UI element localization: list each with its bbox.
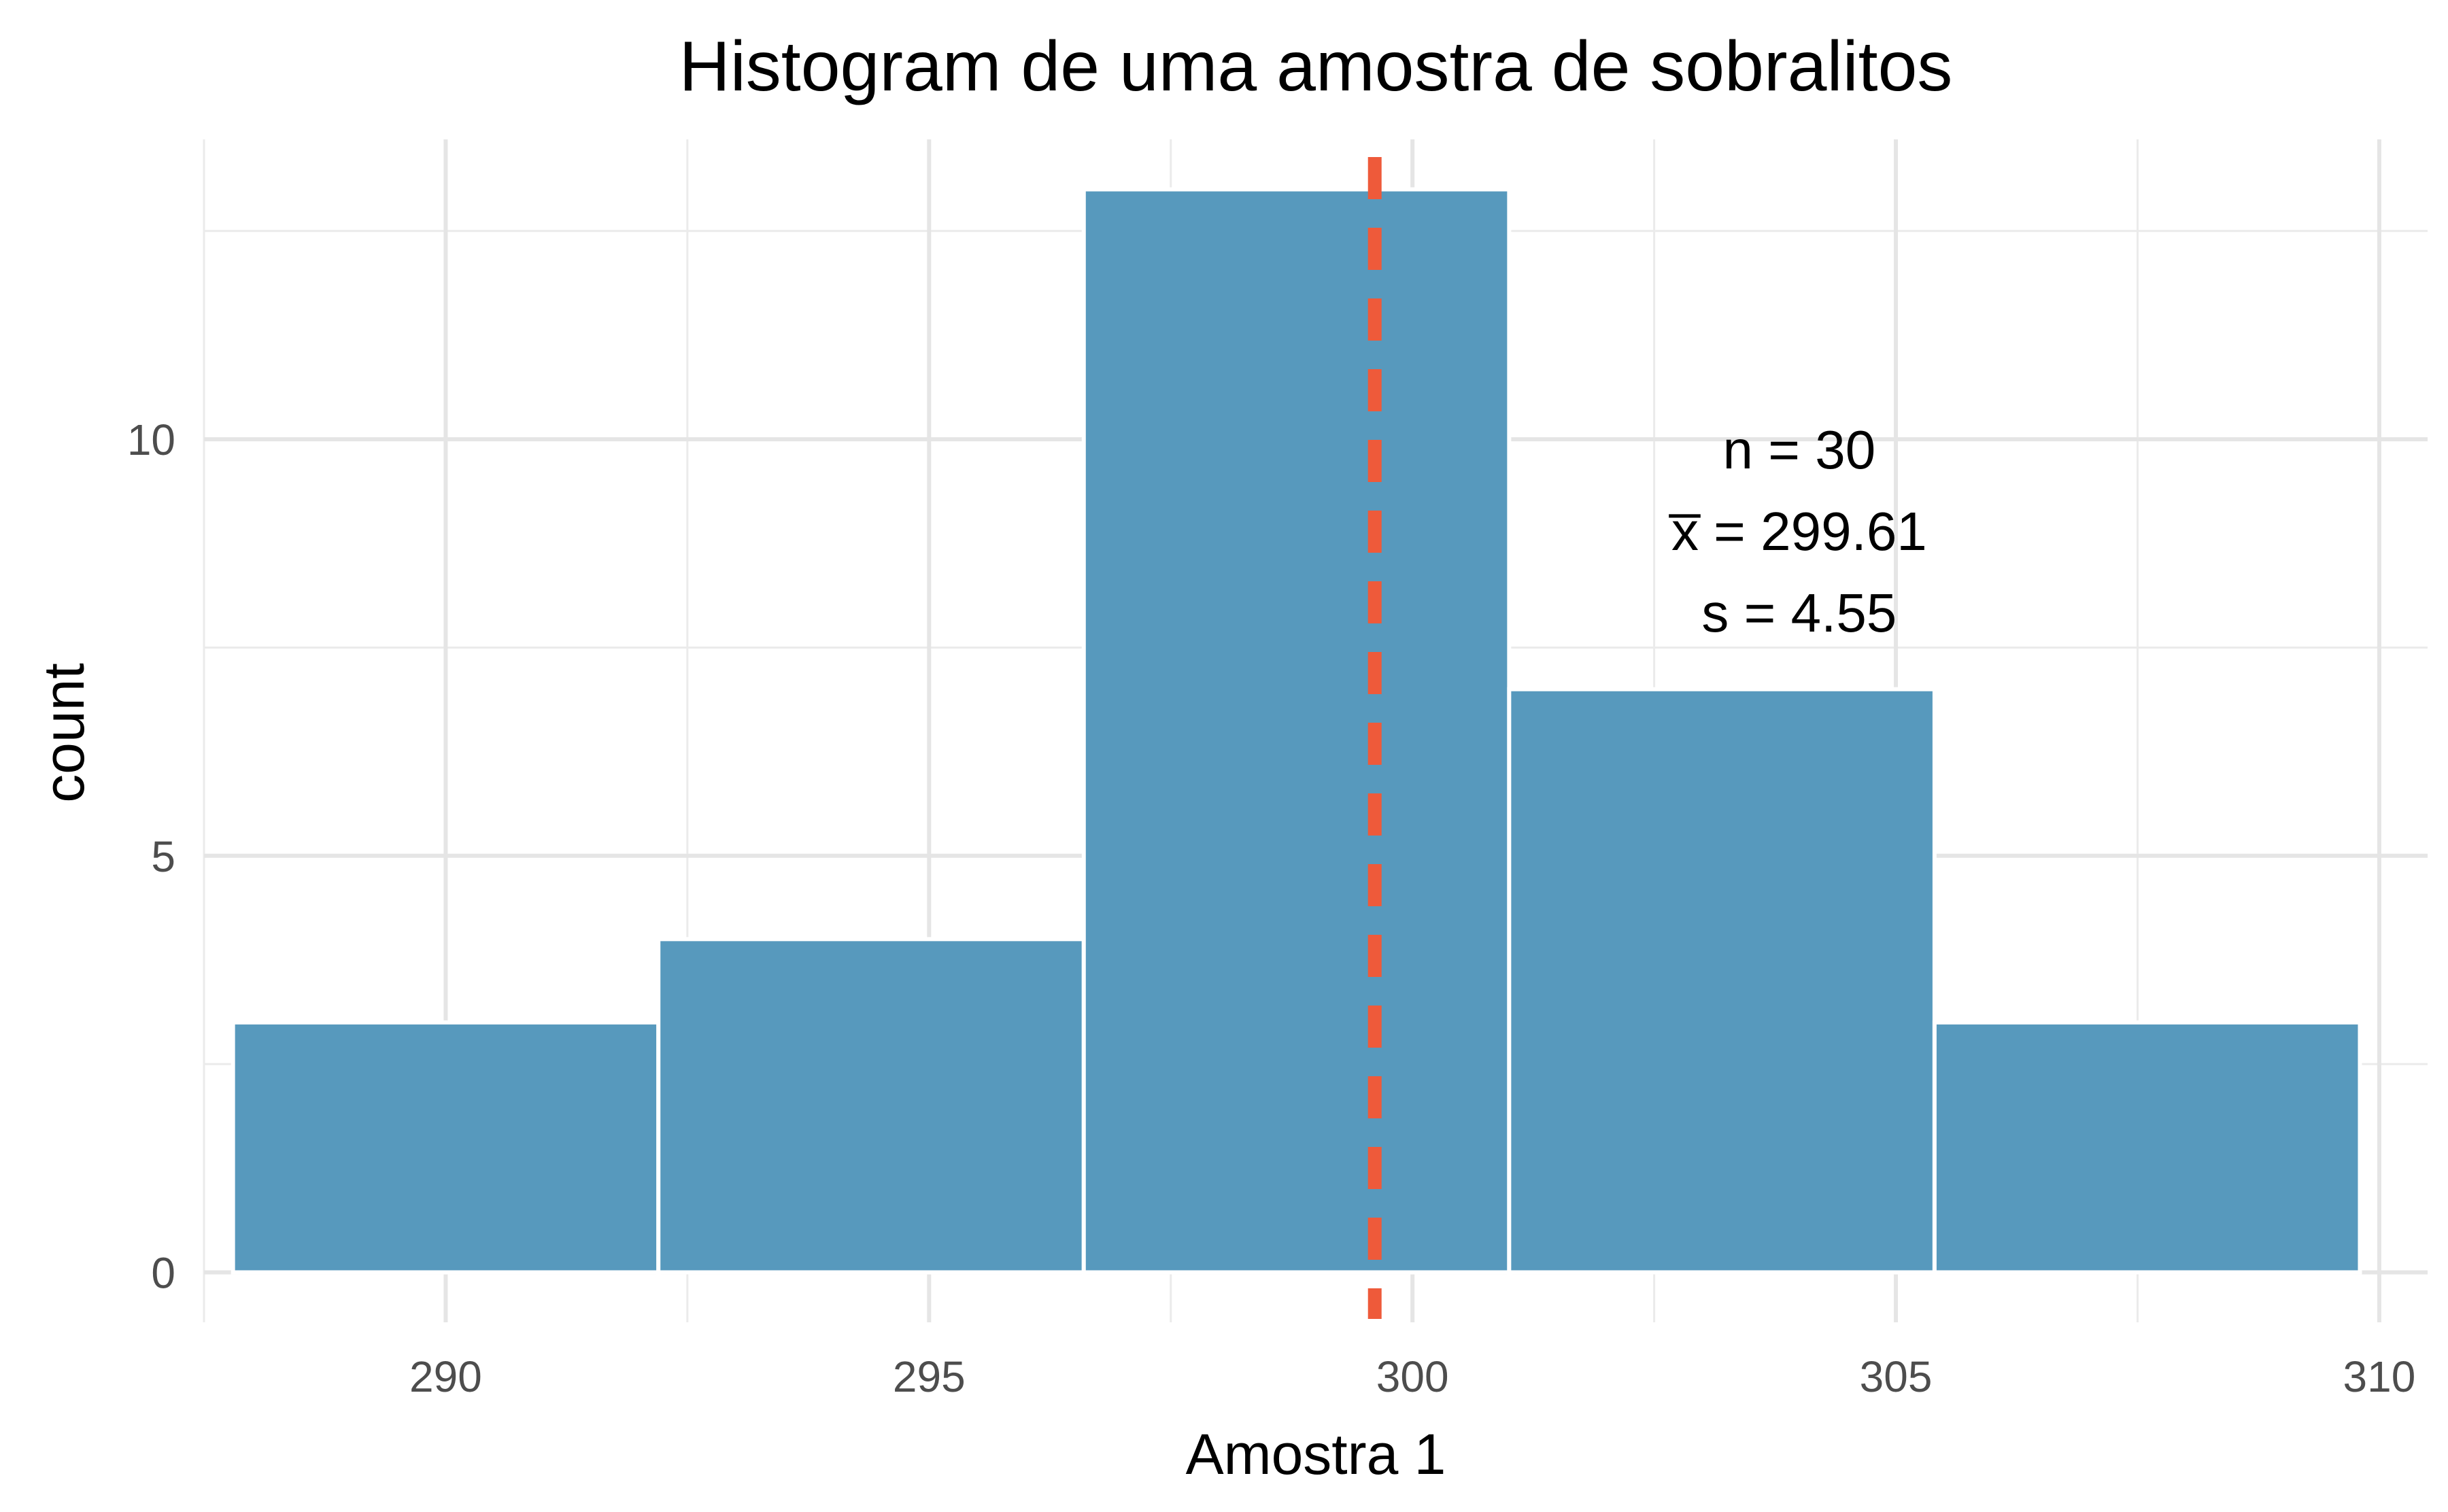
annotation-line-3: s = 4.55 [1701,583,1897,643]
chart-title: Histogram de uma amostra de sobralitos [679,27,1953,106]
histogram-bar-5 [1932,1020,2362,1275]
x-tick-label: 295 [893,1352,966,1401]
x-tick-label: 300 [1376,1352,1449,1401]
histogram-bar-3 [1081,187,1512,1275]
annotation-line-2: x̅ = 299.61 [1668,501,1926,562]
histogram-bar-1 [231,1020,661,1275]
y-tick-label: 5 [151,832,175,881]
histogram-bars [231,187,2362,1275]
histogram-bar-2 [656,937,1086,1275]
annotation-line-1: n = 30 [1723,419,1876,480]
y-tick-label: 10 [127,415,175,464]
x-axis-ticks: 290 295 300 305 310 [409,1352,2415,1401]
x-axis-title: Amostra 1 [1186,1422,1446,1486]
y-axis-ticks: 0 5 10 [127,415,175,1297]
x-tick-label: 305 [1860,1352,1933,1401]
y-axis-title: count [32,663,96,803]
summary-annotation: n = 30 x̅ = 299.61 s = 4.55 [1668,419,1926,643]
x-tick-label: 290 [409,1352,482,1401]
x-tick-label: 310 [2343,1352,2416,1401]
y-tick-label: 0 [151,1248,175,1297]
histogram-bar-4 [1507,687,1937,1275]
